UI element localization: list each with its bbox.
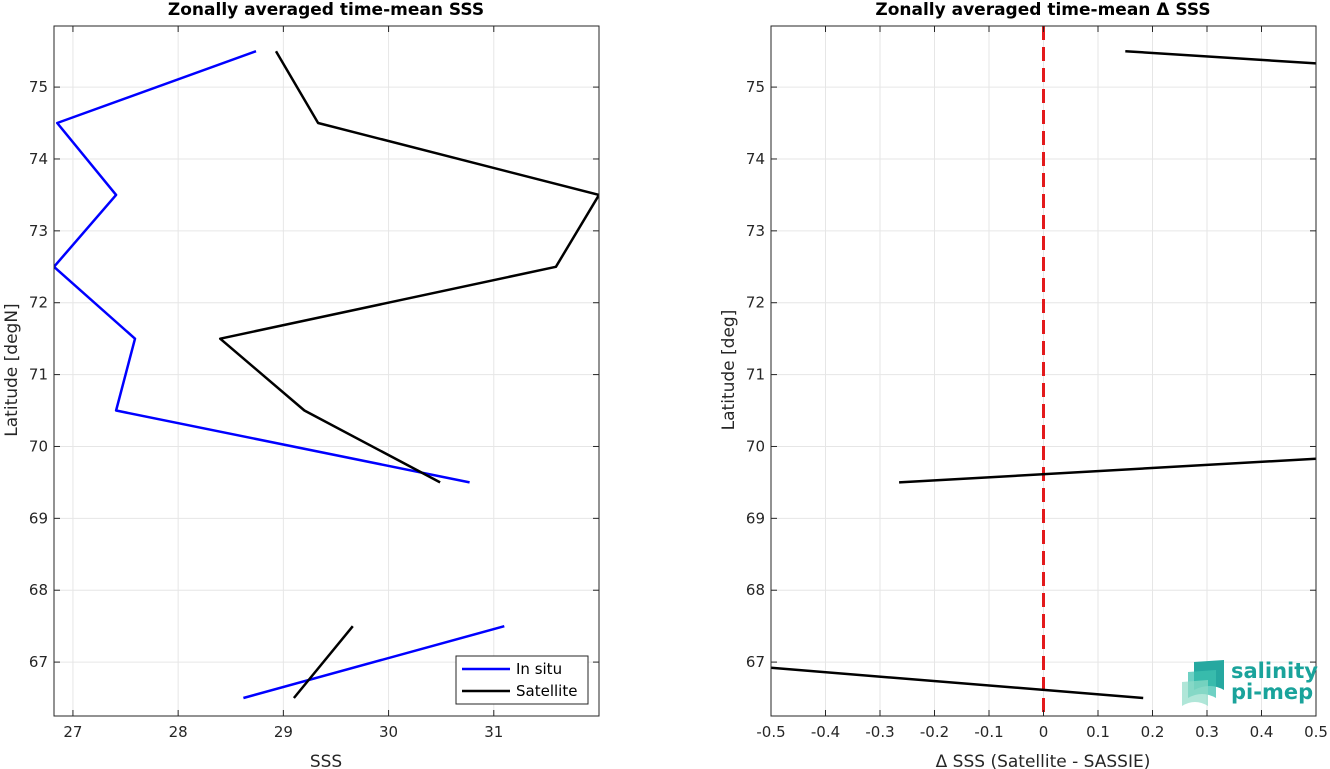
plot-area-0: 27 28 29 30 31 67 68 69 70 71 72 73 74 75 (29, 25, 600, 741)
x-tick-label: -0.4 (811, 723, 840, 741)
x-tick-label: 0.2 (1141, 723, 1165, 741)
logo-line-2: pi-mep (1231, 680, 1313, 704)
delta-sss-panel: Zonally averaged time-mean Δ SSS Δ SSS (… (719, 0, 1328, 769)
x-tick-label: 28 (169, 723, 188, 741)
series-0-segment-1 (899, 457, 1316, 484)
y-tick-label: 73 (746, 222, 765, 240)
legend-box (455, 655, 589, 705)
x-tick-label: 0.4 (1250, 723, 1274, 741)
y-tick-label: 70 (746, 437, 765, 455)
y-tick-label: 67 (746, 653, 765, 671)
legend-label-satellite: Satellite (516, 682, 577, 700)
plot-background (54, 26, 599, 716)
x-tick-label: 29 (274, 723, 293, 741)
y-tick-label: 75 (29, 78, 48, 96)
left-y-axis-label: Latitude [degN] (2, 303, 22, 436)
x-tick-label: -0.2 (920, 723, 949, 741)
x-tick-label: -0.5 (756, 723, 785, 741)
x-tick-label: 31 (484, 723, 503, 741)
right-x-axis-label: Δ SSS (Satellite - SASSIE) (936, 752, 1151, 769)
y-tick-label: 68 (29, 581, 48, 599)
series-0-segment-1 (243, 624, 505, 700)
x-tick-label: -0.1 (974, 723, 1003, 741)
x-tick-label: 0.3 (1195, 723, 1219, 741)
y-tick-label: 74 (29, 150, 48, 168)
legend: In situ Satellite (455, 655, 589, 705)
y-tick-label: 74 (746, 150, 765, 168)
series-0-segment-2 (771, 666, 1144, 700)
plot-area-1: -0.5 -0.4 -0.3 -0.2 -0.1 0 0.1 0.2 0.3 0.4 0.5 67 68… (746, 25, 1328, 741)
y-tick-label: 75 (746, 78, 765, 96)
x-tick-label: 0.1 (1086, 723, 1110, 741)
salinity-pi-mep-logo: salinity pi-mep (1182, 659, 1318, 706)
right-y-axis-label: Latitude [deg] (719, 310, 739, 431)
y-tick-label: 72 (746, 294, 765, 312)
series-0-segment-0 (1125, 49, 1316, 65)
series-1-segment-1 (292, 625, 354, 699)
y-tick-label: 72 (29, 294, 48, 312)
y-tick-label: 69 (746, 509, 765, 527)
legend-label-in-situ: In situ (516, 660, 562, 678)
left-x-axis-label: SSS (310, 752, 342, 769)
series-0-segment-0 (54, 50, 470, 484)
x-tick-label: -0.3 (865, 723, 894, 741)
x-tick-label: 0 (1039, 723, 1049, 741)
x-tick-label: 30 (379, 723, 398, 741)
y-tick-label: 71 (29, 366, 48, 384)
y-tick-label: 73 (29, 222, 48, 240)
x-tick-label: 0.5 (1304, 723, 1328, 741)
y-tick-label: 67 (29, 653, 48, 671)
sss-panel: Zonally averaged time-mean SSS SSS Latit… (2, 0, 600, 769)
right-chart-title: Zonally averaged time-mean Δ SSS (875, 0, 1210, 20)
y-tick-label: 70 (29, 437, 48, 455)
y-tick-label: 68 (746, 581, 765, 599)
axes-frame (53, 25, 600, 717)
logo-line-1: salinity (1231, 659, 1318, 683)
y-tick-label: 69 (29, 509, 48, 527)
series-1-segment-0 (218, 50, 599, 484)
left-chart-title: Zonally averaged time-mean SSS (168, 0, 484, 20)
x-tick-label: 27 (63, 723, 82, 741)
y-tick-label: 71 (746, 366, 765, 384)
logo-wave-3 (1182, 680, 1208, 706)
